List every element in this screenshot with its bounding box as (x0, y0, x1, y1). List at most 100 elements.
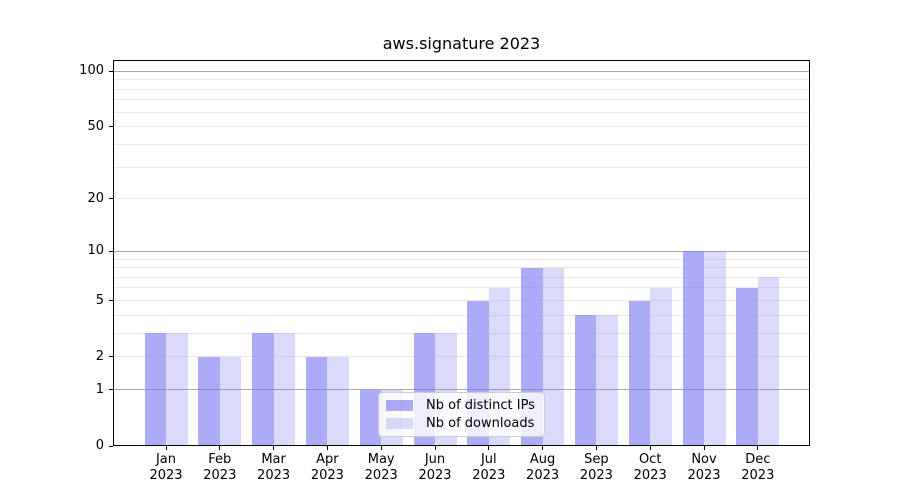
chart-title: aws.signature 2023 (382, 34, 541, 53)
gridline-minor (113, 166, 810, 168)
x-tick-label: Nov 2023 (669, 452, 739, 484)
x-tick-year: 2023 (257, 468, 291, 483)
x-tick (649, 446, 651, 450)
gridline-major (113, 70, 810, 72)
x-tick (434, 446, 436, 450)
bar-downloads-oct (650, 288, 672, 446)
bar-distinct-ips-mar (252, 333, 274, 446)
bar-distinct-ips-oct (628, 300, 651, 446)
x-tick-label: Apr 2023 (292, 452, 362, 484)
gridline-minor (113, 126, 810, 128)
x-tick-label: Aug 2023 (508, 452, 578, 484)
bar-downloads-sep (596, 315, 618, 446)
x-tick-label: Jan 2023 (131, 452, 201, 484)
gridline-minor (113, 99, 810, 101)
y-tick-label: 100 (79, 63, 104, 79)
y-tick (109, 445, 113, 447)
x-tick (326, 446, 328, 450)
x-tick (595, 446, 597, 450)
x-tick-year: 2023 (526, 468, 560, 483)
gridline-minor (113, 267, 810, 269)
gridline-minor (113, 314, 810, 316)
x-tick-year: 2023 (310, 468, 344, 483)
gridline-minor (113, 88, 810, 90)
gridline-minor (113, 300, 810, 301)
gridline-minor (113, 258, 810, 260)
legend-swatch-distinct-ips-icon (386, 400, 413, 411)
y-tick-label: 50 (87, 118, 104, 134)
y-tick-label: 0 (95, 438, 104, 453)
x-tick (380, 446, 382, 450)
x-tick-year: 2023 (418, 468, 452, 483)
bar-downloads-aug (542, 267, 565, 446)
x-tick-month: Oct (638, 452, 662, 467)
x-tick-month: Jan (155, 452, 177, 467)
legend-item-distinct-ips: Nb of distinct IPs (386, 398, 535, 413)
bar-downloads-apr (327, 356, 349, 446)
x-tick-year: 2023 (741, 468, 775, 483)
y-tick-label: 1 (95, 381, 104, 397)
x-tick (542, 446, 544, 450)
x-tick-year: 2023 (687, 468, 721, 483)
gridline-minor (113, 79, 810, 81)
y-tick-label: 20 (87, 190, 104, 206)
plot-area: Nb of distinct IPs Nb of downloads (113, 60, 810, 446)
x-tick (703, 446, 705, 450)
x-tick-month: Jul (480, 452, 497, 467)
y-tick-label: 2 (95, 348, 104, 364)
bar-distinct-ips-dec (736, 288, 758, 446)
bar-distinct-ips-nov (682, 251, 704, 446)
gridline-minor (113, 332, 810, 334)
x-tick-label: Mar 2023 (239, 452, 309, 484)
y-tick (109, 250, 113, 252)
gridline-minor (113, 143, 810, 145)
x-tick-year: 2023 (472, 468, 506, 483)
x-tick-year: 2023 (633, 468, 667, 483)
x-tick-month: Apr (316, 452, 339, 467)
legend-label-distinct-ips: Nb of distinct IPs (426, 398, 535, 413)
x-tick (165, 446, 167, 450)
gridline-minor (113, 356, 810, 358)
bar-distinct-ips-apr (305, 356, 328, 446)
y-tick (109, 126, 113, 128)
y-tick-label: 5 (95, 292, 104, 308)
x-tick (488, 446, 490, 450)
x-tick-label: Feb 2023 (185, 452, 255, 484)
x-tick (757, 446, 759, 450)
x-tick-month: Mar (261, 452, 286, 467)
bar-downloads-nov (704, 251, 726, 446)
x-tick-month: Sep (584, 452, 609, 467)
x-tick-month: Feb (208, 452, 232, 467)
x-tick-year: 2023 (364, 468, 398, 483)
y-tick (109, 198, 113, 200)
x-tick (273, 446, 275, 450)
x-tick-year: 2023 (203, 468, 237, 483)
x-tick-label: Sep 2023 (561, 452, 631, 484)
x-tick-label: Jun 2023 (400, 452, 470, 484)
bar-downloads-jan (166, 333, 188, 446)
y-tick (109, 300, 113, 301)
y-tick-label: 10 (87, 243, 104, 259)
x-tick-year: 2023 (149, 468, 183, 483)
bar-distinct-ips-feb (198, 356, 220, 446)
bar-distinct-ips-jan (144, 333, 166, 446)
gridline-minor (113, 287, 810, 289)
x-tick-month: Nov (691, 452, 717, 467)
bar-downloads-dec (757, 277, 780, 446)
gridline-major (113, 250, 810, 252)
x-tick-year: 2023 (579, 468, 613, 483)
y-tick (109, 356, 113, 358)
legend-item-downloads: Nb of downloads (386, 416, 535, 431)
x-tick-month: Aug (529, 452, 556, 467)
x-tick-label: Jul 2023 (454, 452, 524, 484)
gridline-minor (113, 276, 810, 278)
bar-downloads-feb (219, 356, 242, 446)
legend-label-downloads: Nb of downloads (426, 416, 535, 431)
bar-distinct-ips-may (359, 389, 382, 446)
x-tick-label: May 2023 (346, 452, 416, 484)
bar-distinct-ips-sep (574, 315, 597, 446)
x-tick-label: Dec 2023 (723, 452, 793, 484)
x-tick (219, 446, 221, 450)
bar-downloads-mar (273, 333, 296, 446)
